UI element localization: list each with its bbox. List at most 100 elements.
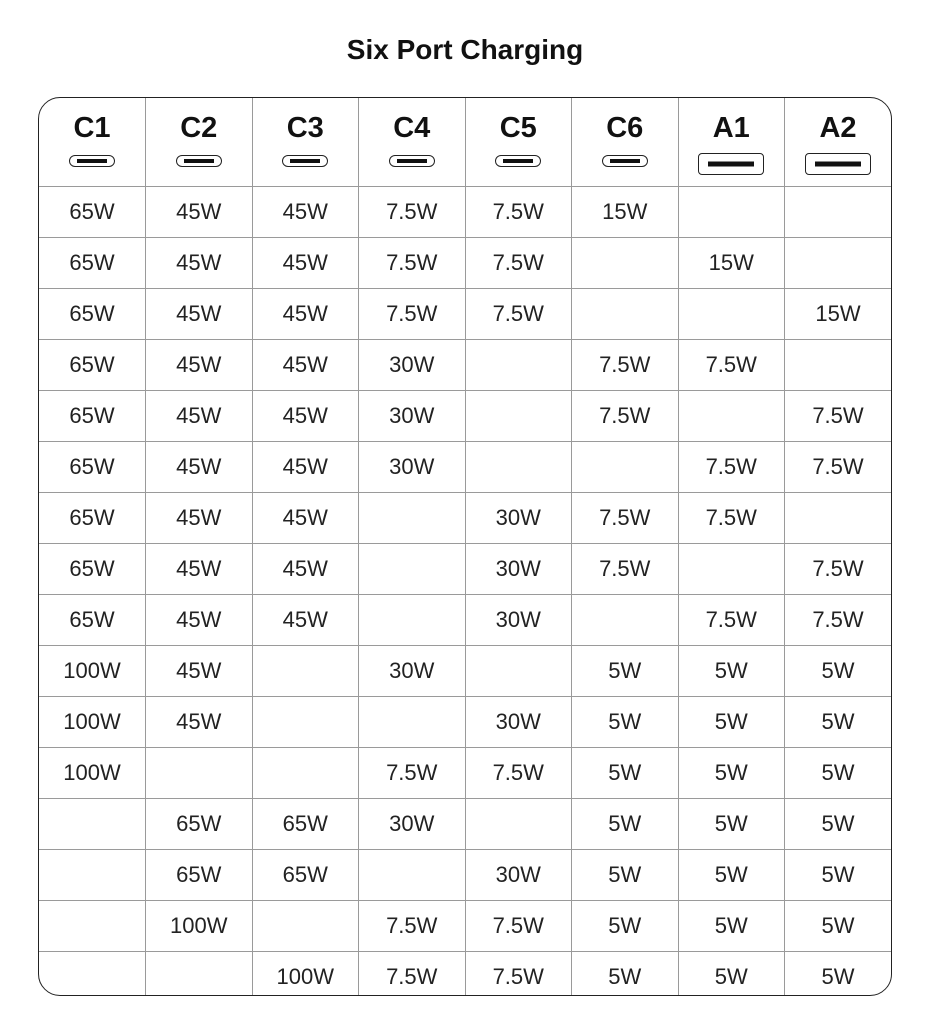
port-label: C3 <box>286 112 324 144</box>
power-cell-a2: 15W <box>784 288 891 340</box>
power-cell-c2: 65W <box>145 849 253 901</box>
power-cell-a2: 5W <box>784 951 891 995</box>
table-row: 65W 65W 30W 5W 5W 5W <box>39 798 891 850</box>
power-cell-c5: 7.5W <box>464 747 572 799</box>
power-cell-c4: 7.5W <box>358 186 466 238</box>
power-cell-c4 <box>358 543 466 595</box>
power-cell-c2: 45W <box>145 186 253 238</box>
power-cell-c4 <box>358 594 466 646</box>
column-header-c6: C6 <box>571 98 679 187</box>
power-cell-a2: 5W <box>784 696 891 748</box>
power-cell-a2: 5W <box>784 747 891 799</box>
column-header-a2: A2 <box>784 98 891 187</box>
table-row: 65W 45W 45W 7.5W 7.5W 15W <box>39 288 891 340</box>
table-row: 65W 45W 45W 30W 7.5W 7.5W <box>39 492 891 544</box>
power-cell-c4 <box>358 492 466 544</box>
power-cell-c3: 45W <box>251 186 359 238</box>
power-cell-c1 <box>39 849 146 901</box>
power-cell-a1: 7.5W <box>677 441 785 493</box>
power-cell-c3: 65W <box>251 849 359 901</box>
power-cell-a2: 7.5W <box>784 441 891 493</box>
port-label: C6 <box>606 112 644 144</box>
usb-c-port-icon <box>601 155 648 167</box>
power-cell-c4: 30W <box>358 339 466 391</box>
usb-c-port-icon <box>175 155 222 167</box>
power-cell-c2: 45W <box>145 543 253 595</box>
power-cell-c6 <box>571 441 679 493</box>
table-body: 65W 45W 45W 7.5W 7.5W 15W 65W 45W 45W 7.5W 7.5W 15W… <box>39 186 891 995</box>
power-cell-c4: 7.5W <box>358 900 466 952</box>
power-cell-c2: 45W <box>145 390 253 442</box>
power-cell-c6: 7.5W <box>571 339 679 391</box>
power-cell-c5: 30W <box>464 543 572 595</box>
table-row: 65W 45W 45W 7.5W 7.5W 15W <box>39 237 891 289</box>
power-cell-a1 <box>677 186 785 238</box>
power-cell-c5 <box>464 339 572 391</box>
power-cell-c2: 100W <box>145 900 253 952</box>
header-row: C1 C2 C3 C4 C5 C6 A1 A2 <box>39 98 891 187</box>
power-cell-c6: 7.5W <box>571 390 679 442</box>
table-row: 100W 7.5W 7.5W 5W 5W 5W <box>39 951 891 995</box>
power-cell-a1: 5W <box>677 951 785 995</box>
table-row: 100W 45W 30W 5W 5W 5W <box>39 645 891 697</box>
power-cell-c6 <box>571 288 679 340</box>
power-cell-a2 <box>784 339 891 391</box>
power-cell-a2 <box>784 186 891 238</box>
power-cell-c1 <box>39 900 146 952</box>
power-cell-c5: 7.5W <box>464 237 572 289</box>
port-label: C5 <box>499 112 537 144</box>
column-header-c4: C4 <box>358 98 466 187</box>
power-cell-c4: 7.5W <box>358 747 466 799</box>
power-cell-c5: 30W <box>464 594 572 646</box>
power-cell-c4: 30W <box>358 798 466 850</box>
power-cell-a1 <box>677 390 785 442</box>
port-label: C2 <box>180 112 218 144</box>
power-cell-a1: 15W <box>677 237 785 289</box>
charging-table: C1 C2 C3 C4 C5 C6 A1 A2 65W 45W 45W 7.5W 7.5W 15W 65W… <box>38 97 892 996</box>
power-cell-c2 <box>145 747 253 799</box>
table-row: 100W 45W 30W 5W 5W 5W <box>39 696 891 748</box>
power-cell-c4 <box>358 696 466 748</box>
power-cell-c5: 30W <box>464 696 572 748</box>
column-header-c2: C2 <box>145 98 253 187</box>
port-label: C4 <box>393 112 431 144</box>
power-cell-c4: 7.5W <box>358 288 466 340</box>
power-cell-c3 <box>251 645 359 697</box>
power-cell-c3: 100W <box>251 951 359 995</box>
power-cell-c2: 45W <box>145 492 253 544</box>
table-row: 100W 7.5W 7.5W 5W 5W 5W <box>39 747 891 799</box>
power-cell-a2: 5W <box>784 645 891 697</box>
power-cell-a2: 5W <box>784 849 891 901</box>
power-cell-c2: 45W <box>145 441 253 493</box>
power-cell-c1: 100W <box>39 645 146 697</box>
power-cell-c1: 65W <box>39 339 146 391</box>
power-cell-c6: 7.5W <box>571 543 679 595</box>
power-cell-a2: 5W <box>784 900 891 952</box>
power-cell-c3 <box>251 747 359 799</box>
power-cell-a2 <box>784 492 891 544</box>
power-cell-c3: 45W <box>251 543 359 595</box>
table-row: 65W 45W 45W 30W 7.5W 7.5W <box>39 441 891 493</box>
power-cell-a1: 5W <box>677 696 785 748</box>
power-cell-c6: 5W <box>571 849 679 901</box>
power-cell-c4: 30W <box>358 441 466 493</box>
power-cell-a1: 7.5W <box>677 339 785 391</box>
power-cell-c1: 65W <box>39 390 146 442</box>
power-cell-c3 <box>251 900 359 952</box>
usb-c-port-icon <box>282 155 329 167</box>
power-cell-c5: 7.5W <box>464 951 572 995</box>
power-cell-c1: 65W <box>39 441 146 493</box>
usb-a-port-icon <box>805 153 871 175</box>
table-row: 100W 7.5W 7.5W 5W 5W 5W <box>39 900 891 952</box>
power-cell-c2: 45W <box>145 339 253 391</box>
power-cell-c1: 65W <box>39 543 146 595</box>
table-row: 65W 65W 30W 5W 5W 5W <box>39 849 891 901</box>
power-cell-c5 <box>464 390 572 442</box>
power-cell-a2: 5W <box>784 798 891 850</box>
power-cell-c3: 45W <box>251 288 359 340</box>
power-cell-c1: 65W <box>39 237 146 289</box>
power-cell-c6: 5W <box>571 696 679 748</box>
power-cell-a1: 7.5W <box>677 594 785 646</box>
port-label: A2 <box>819 112 857 144</box>
power-cell-c6: 5W <box>571 747 679 799</box>
